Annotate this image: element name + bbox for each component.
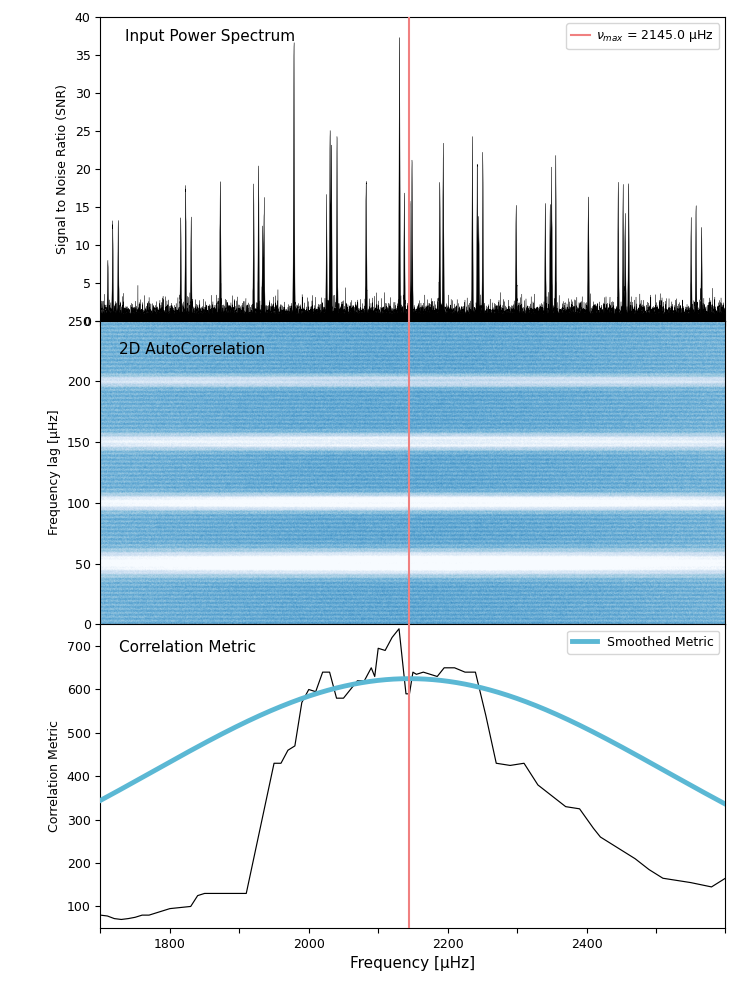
Text: 2D AutoCorrelation: 2D AutoCorrelation	[119, 342, 266, 357]
Y-axis label: Frequency lag [μHz]: Frequency lag [μHz]	[48, 410, 61, 535]
X-axis label: Frequency [μHz]: Frequency [μHz]	[350, 956, 475, 971]
Text: Input Power Spectrum: Input Power Spectrum	[126, 29, 295, 44]
Text: Correlation Metric: Correlation Metric	[119, 640, 257, 655]
Legend: Smoothed Metric: Smoothed Metric	[567, 631, 719, 654]
Y-axis label: Correlation Metric: Correlation Metric	[48, 721, 61, 832]
Y-axis label: Signal to Noise Ratio (SNR): Signal to Noise Ratio (SNR)	[57, 84, 69, 253]
Legend: $\nu_{max}$ = 2145.0 μHz: $\nu_{max}$ = 2145.0 μHz	[566, 23, 719, 49]
